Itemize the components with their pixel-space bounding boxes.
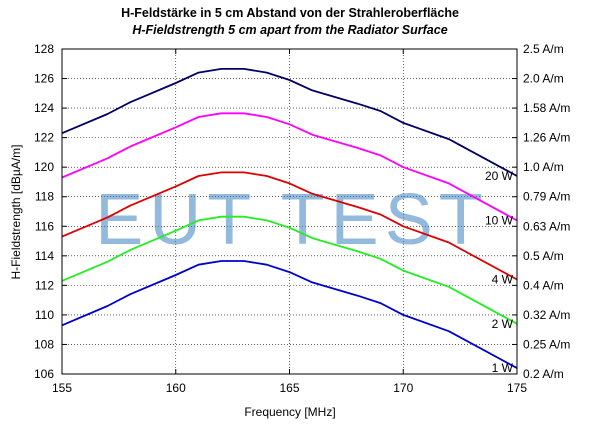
y2-tick-label: 2.5 A/m <box>523 42 564 56</box>
ticks <box>61 48 518 375</box>
y-tick-label: 118 <box>35 190 54 204</box>
y-axis-label: H-Fieldstrength [dBµA/m] <box>9 145 23 280</box>
y2-tick-label: 0.5 A/m <box>523 249 564 263</box>
y-tick-label: 124 <box>34 101 54 115</box>
chart-title: H-Feldstärke in 5 cm Abstand von der Str… <box>121 6 459 20</box>
series-group <box>61 68 518 369</box>
y-tick-label: 106 <box>34 367 54 381</box>
y-tick-label: 112 <box>35 278 54 292</box>
series-line-4w <box>61 171 518 281</box>
y2-tick-label: 0.63 A/m <box>523 219 570 233</box>
y-tick-label: 126 <box>34 72 54 86</box>
grid <box>62 49 517 374</box>
x-tick-label: 175 <box>507 381 527 395</box>
y2-tick-label: 0.2 A/m <box>523 367 564 381</box>
series-line-2w <box>61 215 518 325</box>
series-line-20w <box>61 68 518 177</box>
series-line-10w <box>61 112 518 222</box>
series-line-1w <box>61 260 518 369</box>
y2-tick-label: 0.79 A/m <box>523 190 570 204</box>
x-axis-label: Frequency [MHz] <box>244 405 335 419</box>
watermark: EUT TEST <box>95 180 488 260</box>
y2-tick-label: 0.4 A/m <box>523 278 564 292</box>
y2-tick-label: 1.26 A/m <box>523 131 570 145</box>
chart-subtitle: H-Fieldstrength 5 cm apart from the Radi… <box>132 23 447 37</box>
y-tick-labels: 106 108 110 112 114 116 118 120 122 124 126 128 <box>34 42 54 381</box>
y-tick-label: 116 <box>35 219 54 233</box>
x-tick-label: 165 <box>279 381 299 395</box>
x-tick-label: 170 <box>393 381 413 395</box>
watermark-text: EUT TEST <box>95 180 488 260</box>
y2-tick-label: 0.32 A/m <box>523 308 570 322</box>
y-tick-label: 114 <box>35 249 54 263</box>
y2-tick-label: 1.58 A/m <box>523 101 570 115</box>
series-label-1w: 1 W <box>492 361 514 375</box>
y2-tick-labels: 0.2 A/m 0.25 A/m 0.32 A/m 0.4 A/m 0.5 A/m 0.6… <box>523 42 570 381</box>
y2-tick-label: 0.25 A/m <box>523 337 570 351</box>
series-label-20w: 20 W <box>485 169 514 183</box>
x-tick-label: 155 <box>52 381 72 395</box>
x-tick-label: 160 <box>166 381 186 395</box>
y2-tick-label: 1.0 A/m <box>523 160 564 174</box>
series-label-10w: 10 W <box>485 213 514 227</box>
series-label-2w: 2 W <box>492 317 514 331</box>
y-tick-label: 108 <box>34 337 54 351</box>
y-tick-label: 120 <box>34 160 54 174</box>
y-tick-label: 128 <box>34 42 54 56</box>
y-tick-label: 110 <box>35 308 54 322</box>
x-tick-labels: 155 160 165 170 175 <box>52 381 527 395</box>
series-label-4w: 4 W <box>492 272 514 286</box>
series-labels: 20 W 10 W 4 W 2 W 1 W <box>485 169 514 375</box>
y2-tick-label: 2.0 A/m <box>523 72 564 86</box>
y-tick-label: 122 <box>34 131 54 145</box>
